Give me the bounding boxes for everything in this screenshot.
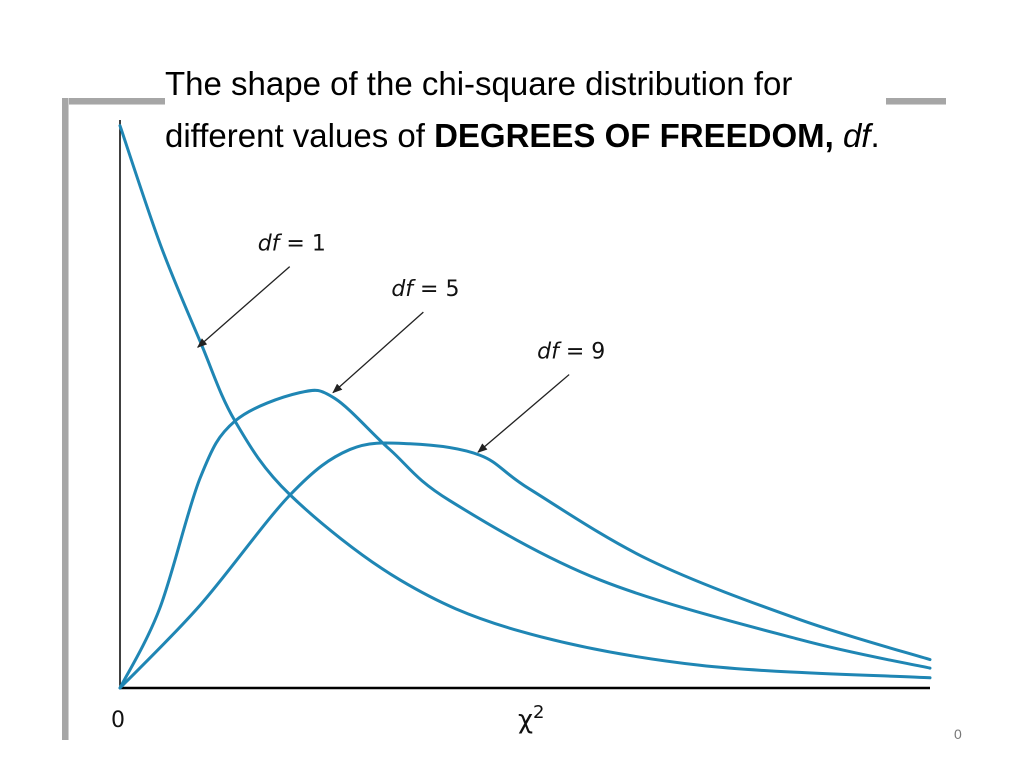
slide-frame-left	[62, 98, 69, 740]
series-label-2: df = 9	[537, 340, 605, 365]
annotation-arrow-0	[197, 266, 291, 348]
title-italic-text: df	[842, 117, 871, 154]
title-line-2-prefix: different values of	[165, 117, 435, 154]
x-axis-label: χ2	[518, 702, 544, 735]
x-tick-label-0: 0	[111, 708, 125, 733]
title-suffix: .	[870, 117, 880, 154]
page-number: 0	[954, 726, 962, 742]
series-label-0: df = 1	[258, 232, 326, 257]
slide-title: The shape of the chi-square distribution…	[165, 58, 886, 162]
title-line-1: The shape of the chi-square distribution…	[165, 65, 793, 102]
annotation-arrow-2	[477, 374, 570, 453]
curve-df-9	[118, 441, 932, 690]
title-bold-text: DEGREES OF FREEDOM,	[434, 117, 834, 154]
curve-df-5	[118, 388, 932, 690]
series-label-1: df = 5	[391, 277, 459, 302]
annotation-arrow-1	[332, 311, 424, 394]
curve-df-1	[118, 124, 932, 680]
